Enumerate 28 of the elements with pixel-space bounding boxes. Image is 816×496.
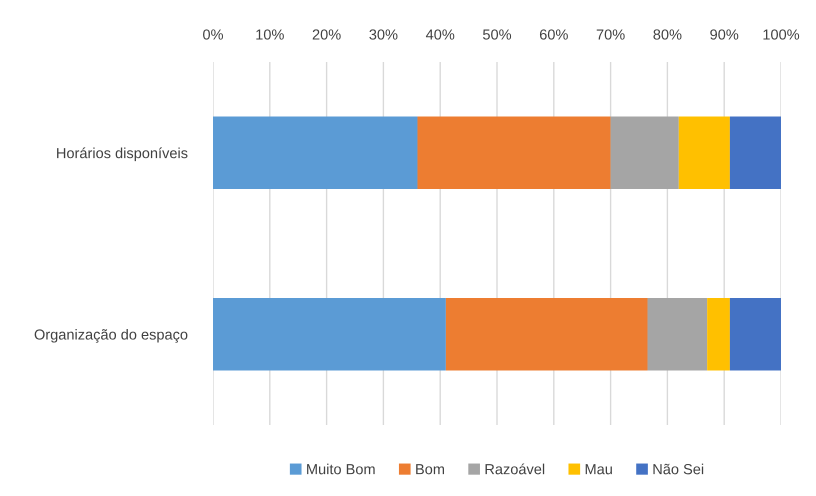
legend-label: Não Sei <box>653 464 704 474</box>
x-tick-label: 60% <box>540 29 568 40</box>
bar <box>730 116 781 190</box>
bar <box>213 116 418 190</box>
bar <box>213 298 446 371</box>
y-tick-label: Organização do espaço <box>34 328 188 343</box>
x-tick-label: 20% <box>312 29 341 40</box>
bar <box>707 298 730 371</box>
x-tick-label: 90% <box>710 29 738 40</box>
x-tick-label: 40% <box>426 29 454 40</box>
x-tick-label: 50% <box>482 29 512 40</box>
bar <box>610 116 679 190</box>
y-tick-label: Horários disponíveis <box>57 147 188 162</box>
bar <box>678 116 730 190</box>
x-tick-label: 70% <box>596 29 625 40</box>
legend-label: Razoável <box>486 463 544 474</box>
x-tick-label: 80% <box>653 29 682 40</box>
x-tick-label: 100% <box>763 29 800 40</box>
bar <box>446 298 648 371</box>
legend-label: Bom <box>416 464 444 474</box>
bar <box>417 116 611 190</box>
x-tick-label: 0% <box>203 29 224 40</box>
bar <box>648 298 708 371</box>
legend-label: Mau <box>586 464 612 474</box>
bar <box>730 298 781 371</box>
legend-label: Muito Bom <box>307 464 375 474</box>
x-tick-label: 30% <box>369 29 398 40</box>
x-tick-label: 10% <box>256 29 284 40</box>
